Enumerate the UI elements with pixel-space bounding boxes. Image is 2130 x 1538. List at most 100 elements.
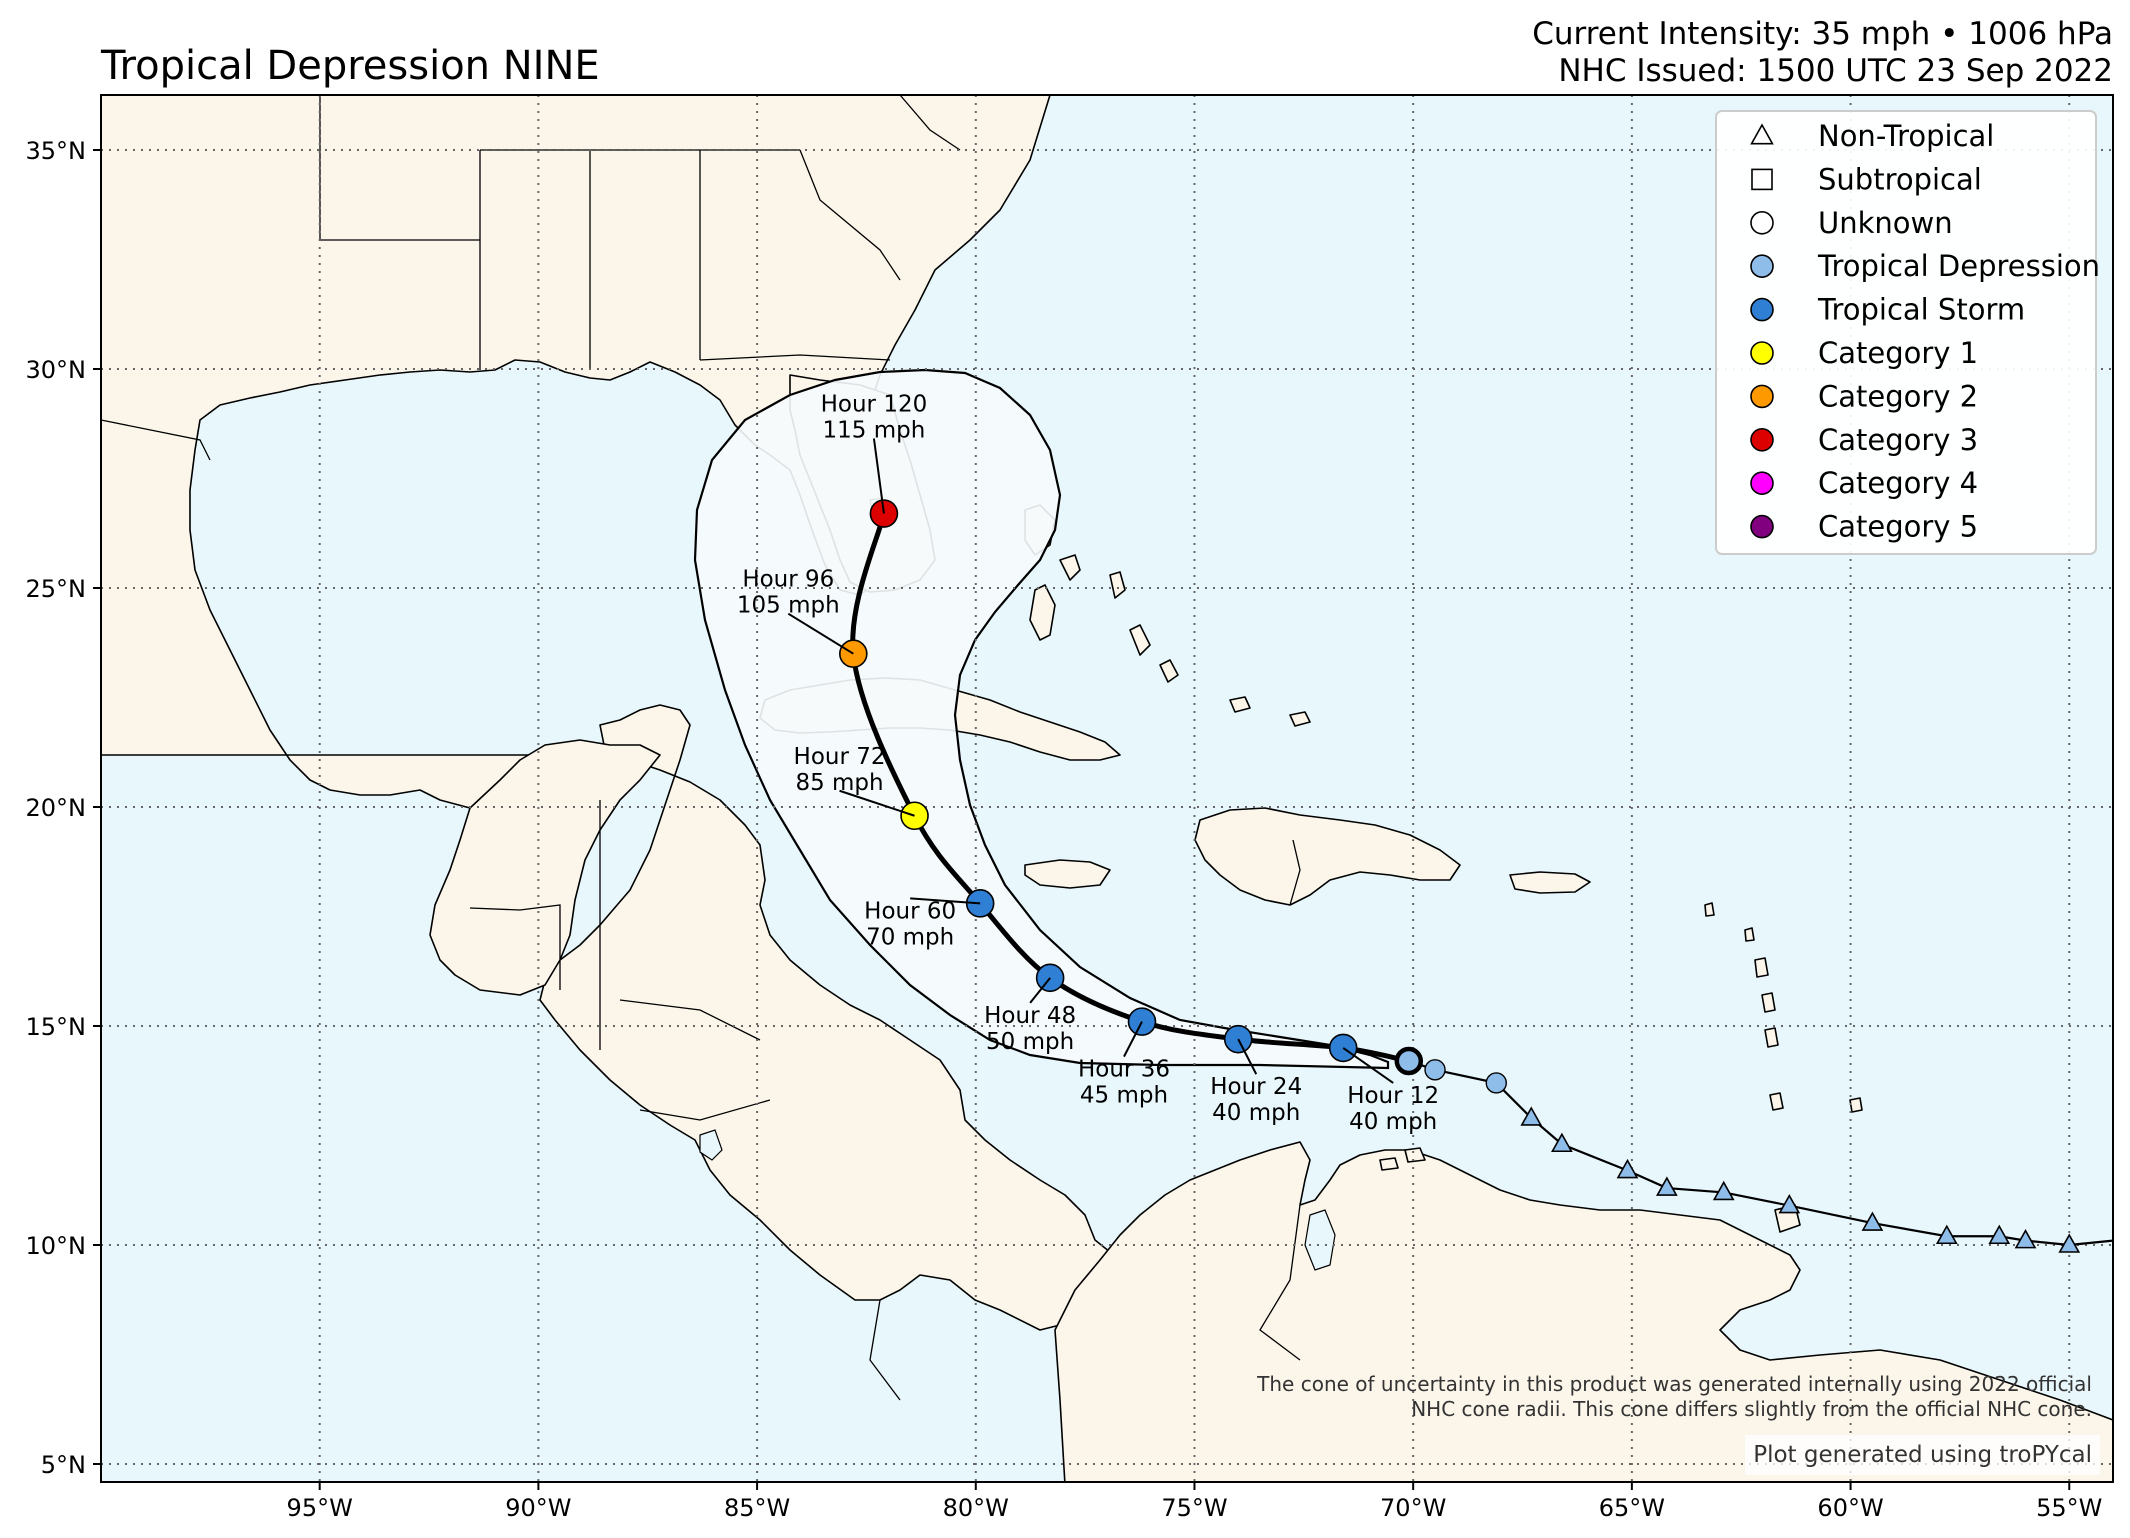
- cone-note-line-2: NHC cone radii. This cone differs slight…: [1411, 1397, 2092, 1421]
- legend-label: Category 3: [1818, 423, 1978, 457]
- legend-symbol-triangle: [1750, 123, 1774, 145]
- country-border: [619, 999, 761, 1041]
- nhc-issued: NHC Issued: 1500 UTC 23 Sep 2022: [1558, 53, 2113, 89]
- legend-symbol-circle: [1750, 471, 1774, 496]
- lon-tick-label: 90°W: [505, 1494, 571, 1522]
- forecast-hour-label: Hour 36: [1078, 1057, 1170, 1083]
- forecast-wind-label: 105 mph: [737, 593, 840, 619]
- forecast-label-leader: [872, 438, 885, 514]
- current-intensity: Current Intensity: 35 mph • 1006 hPa: [1532, 16, 2113, 52]
- legend-label: Non-Tropical: [1818, 119, 1994, 153]
- legend-label: Category 4: [1818, 466, 1978, 500]
- longitude-ticks: 95°W 90°W 85°W 80°W 75°W 70°W 65°W 60°W 55°W: [287, 1482, 2102, 1522]
- forecast-label-leader: [1237, 1038, 1258, 1075]
- lat-tick-label: 30°N: [26, 356, 87, 384]
- legend-label: Subtropical: [1818, 162, 1982, 196]
- forecast-label-leader: [839, 789, 915, 817]
- forecast-hour-label: Hour 60: [864, 898, 956, 924]
- legend-symbol-square: [1751, 168, 1773, 191]
- bahamas-island: [1109, 571, 1126, 599]
- jamaica: [1024, 859, 1111, 889]
- legend-box: [1715, 110, 2097, 555]
- forecast-wind-label: 70 mph: [866, 924, 954, 950]
- past-track-point-depression: [1485, 1072, 1507, 1094]
- lat-tick-label: 5°N: [41, 1451, 86, 1479]
- lon-tick-label: 60°W: [1817, 1494, 1883, 1522]
- map-title: Tropical Depression NINE: [100, 43, 600, 89]
- lon-tick-label: 80°W: [943, 1494, 1009, 1522]
- forecast-wind-label: 40 mph: [1212, 1100, 1300, 1126]
- political-borders: [101, 95, 1301, 1401]
- legend-label: Tropical Depression: [1817, 249, 2100, 283]
- legend-label: Unknown: [1818, 206, 1953, 240]
- past-track-point-non-tropical: [1712, 1180, 1735, 1201]
- legend-symbol-circle: [1750, 341, 1774, 365]
- lon-tick-label: 85°W: [724, 1494, 790, 1522]
- credit-text: Plot generated using troPYcal: [1753, 1442, 2092, 1468]
- state-border: [899, 95, 961, 151]
- past-track-point-non-tropical: [1778, 1193, 1801, 1214]
- legend-symbol-circle: [1750, 211, 1774, 235]
- past-track-point-non-tropical: [1655, 1176, 1678, 1196]
- legend: Non-Tropical Subtropical Unknown Tropical D…: [1715, 110, 2100, 555]
- forecast-track-line: [850, 512, 1410, 1064]
- hispaniola: [1194, 807, 1461, 906]
- forecast-wind-label: 45 mph: [1080, 1083, 1168, 1109]
- forecast-wind-label: 85 mph: [795, 770, 883, 796]
- state-border: [799, 149, 901, 281]
- forecast-hour-label: Hour 96: [742, 567, 834, 593]
- forecast-hour-label: Hour 12: [1347, 1083, 1439, 1109]
- forecast-label-leader: [1342, 1047, 1394, 1084]
- past-track-point-non-tropical: [2058, 1233, 2081, 1253]
- lesser-antilles-island: [1849, 1097, 1863, 1113]
- legend-symbol-circle: [1750, 514, 1774, 539]
- legend-label: Category 1: [1818, 336, 1978, 370]
- abc-island: [1404, 1147, 1426, 1163]
- past-track-point-depression: [1424, 1059, 1446, 1081]
- lon-tick-label: 70°W: [1380, 1494, 1446, 1522]
- forecast-label-leader: [1123, 1021, 1143, 1058]
- lon-tick-label: 65°W: [1599, 1494, 1665, 1522]
- country-border: [469, 904, 561, 990]
- abc-island: [1379, 1157, 1399, 1171]
- bahamas-island: [1059, 554, 1081, 581]
- current-position-marker: [1394, 1046, 1424, 1076]
- past-track-point-non-tropical: [2014, 1228, 2037, 1249]
- forecast-wind-label: 40 mph: [1349, 1109, 1437, 1135]
- legend-label: Tropical Storm: [1817, 293, 2025, 327]
- legend-label: Category 5: [1818, 510, 1978, 544]
- lesser-antilles-island: [1769, 1092, 1784, 1111]
- country-border: [639, 1099, 771, 1121]
- legend-symbol-circle: [1750, 384, 1774, 409]
- lat-tick-label: 20°N: [26, 794, 87, 822]
- country-border: [869, 1299, 901, 1401]
- land-masses: [101, 95, 2113, 1482]
- forecast-label-leader: [1029, 977, 1051, 1004]
- bahamas-island: [1229, 696, 1251, 713]
- lat-tick-label: 35°N: [26, 137, 87, 165]
- state-border: [699, 354, 891, 361]
- cone-of-uncertainty: [693, 368, 1390, 1070]
- country-border: [101, 419, 211, 461]
- puerto-rico: [1509, 871, 1591, 894]
- lon-tick-label: 95°W: [287, 1494, 353, 1522]
- map-frame: [100, 94, 2114, 1483]
- forecast-hour-label: Hour 72: [794, 744, 886, 770]
- lon-tick-label: 55°W: [2036, 1494, 2102, 1522]
- legend-symbol-circle: [1750, 297, 1774, 322]
- bahamas-island: [1129, 624, 1151, 656]
- lesser-antilles-island: [1761, 992, 1776, 1013]
- lesser-antilles-island: [1764, 1027, 1779, 1048]
- country-border: [1289, 839, 1301, 906]
- past-track-point-non-tropical: [1861, 1211, 1884, 1231]
- bahamas-island: [1029, 584, 1056, 641]
- past-track-point-non-tropical: [1988, 1224, 2011, 1245]
- past-track-point-non-tropical: [1551, 1132, 1573, 1153]
- forecast-label-leader: [910, 897, 981, 905]
- country-border: [1259, 1204, 1301, 1361]
- forecast-wind-label: 50 mph: [986, 1029, 1074, 1055]
- lat-tick-label: 25°N: [26, 575, 87, 603]
- lesser-antilles-island: [1754, 957, 1769, 978]
